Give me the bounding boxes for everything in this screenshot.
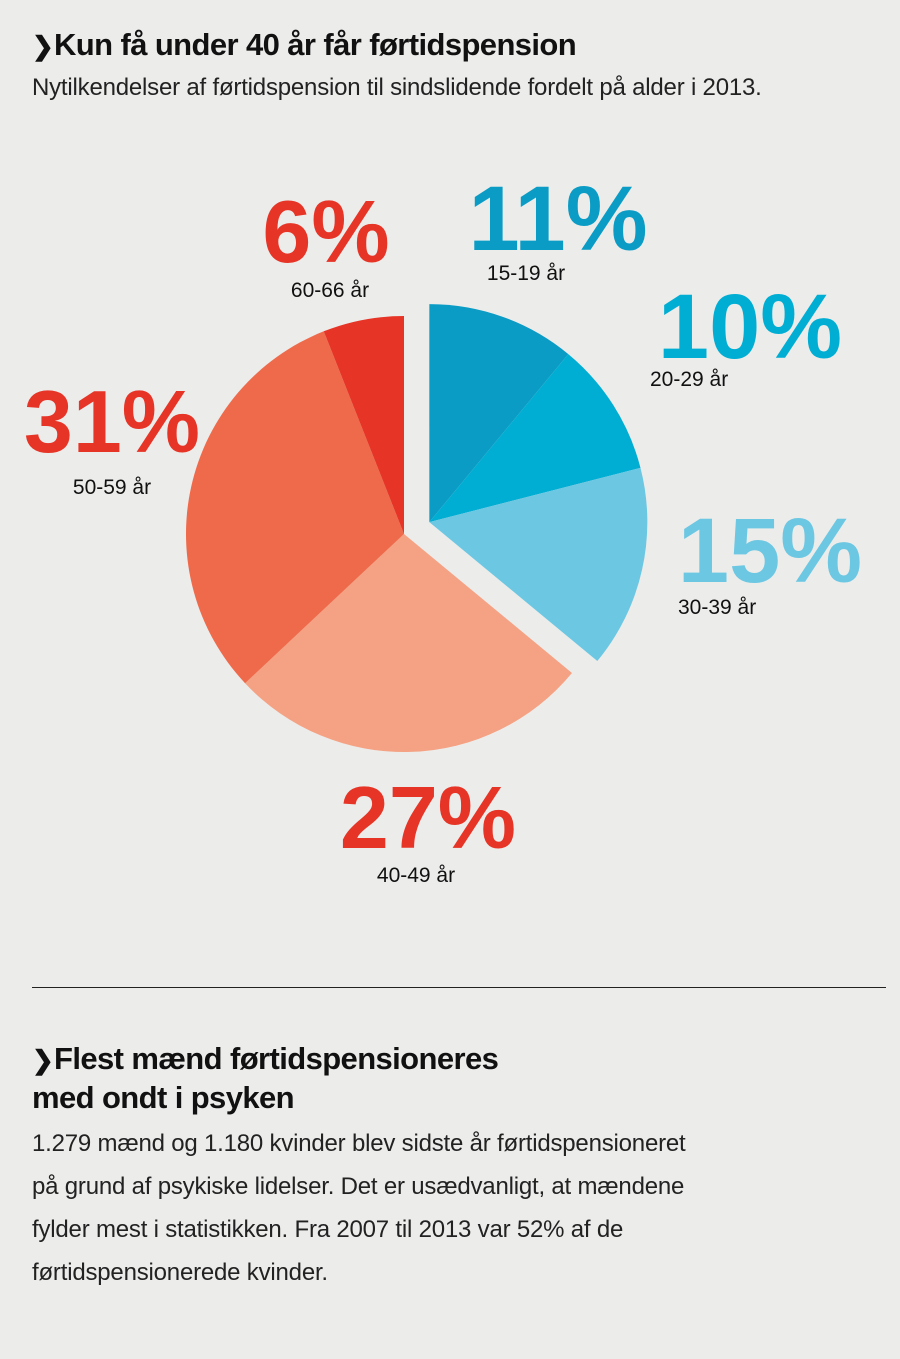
article-heading-line2: med ondt i psyken bbox=[32, 1080, 295, 1115]
pie-category-label: 15-19 år bbox=[487, 262, 565, 285]
pie-category-label: 50-59 år bbox=[73, 476, 151, 499]
article-body: 1.279 mænd og 1.180 kvinder blev sidste … bbox=[32, 1130, 686, 1286]
pie-slice-20-29 bbox=[429, 354, 641, 523]
pie-chart: 11%15-19 år 10%20-29 år 15%30-39 år 27%40-4… bbox=[24, 168, 862, 887]
pie-slice-60-66 bbox=[323, 316, 404, 534]
section-divider bbox=[32, 987, 886, 988]
chevron-icon: ❯ bbox=[32, 31, 54, 61]
pie-value-label: 10% bbox=[658, 276, 842, 378]
pie-value-label: 11% bbox=[468, 168, 647, 270]
pie-slice-40-49 bbox=[245, 534, 572, 752]
pie-value-label: 27% bbox=[340, 768, 516, 867]
pie-value-label: 6% bbox=[262, 182, 389, 281]
chart-title-text: Kun få under 40 år får førtidspension bbox=[54, 27, 577, 62]
chevron-icon: ❯ bbox=[32, 1045, 54, 1075]
chart-title: ❯Kun få under 40 år får førtidspension bbox=[32, 26, 577, 65]
pie-value-label: 31% bbox=[24, 372, 200, 471]
pie-slice-30-39 bbox=[429, 467, 648, 662]
pie-value-label: 15% bbox=[678, 500, 862, 602]
pie-slice-50-59 bbox=[185, 331, 404, 684]
pie-category-label: 40-49 år bbox=[377, 864, 455, 887]
pie-category-label: 20-29 år bbox=[650, 368, 728, 391]
pie-category-label: 30-39 år bbox=[678, 596, 756, 619]
article-heading-line1: Flest mænd førtidspensioneres bbox=[54, 1041, 499, 1076]
chart-subtitle: Nytilkendelser af førtidspension til sin… bbox=[32, 74, 762, 101]
pie-slice-15-19 bbox=[429, 304, 569, 523]
article-heading: ❯Flest mænd førtidspensioneres med ondt … bbox=[32, 1040, 632, 1117]
pie-category-label: 60-66 år bbox=[291, 279, 369, 302]
